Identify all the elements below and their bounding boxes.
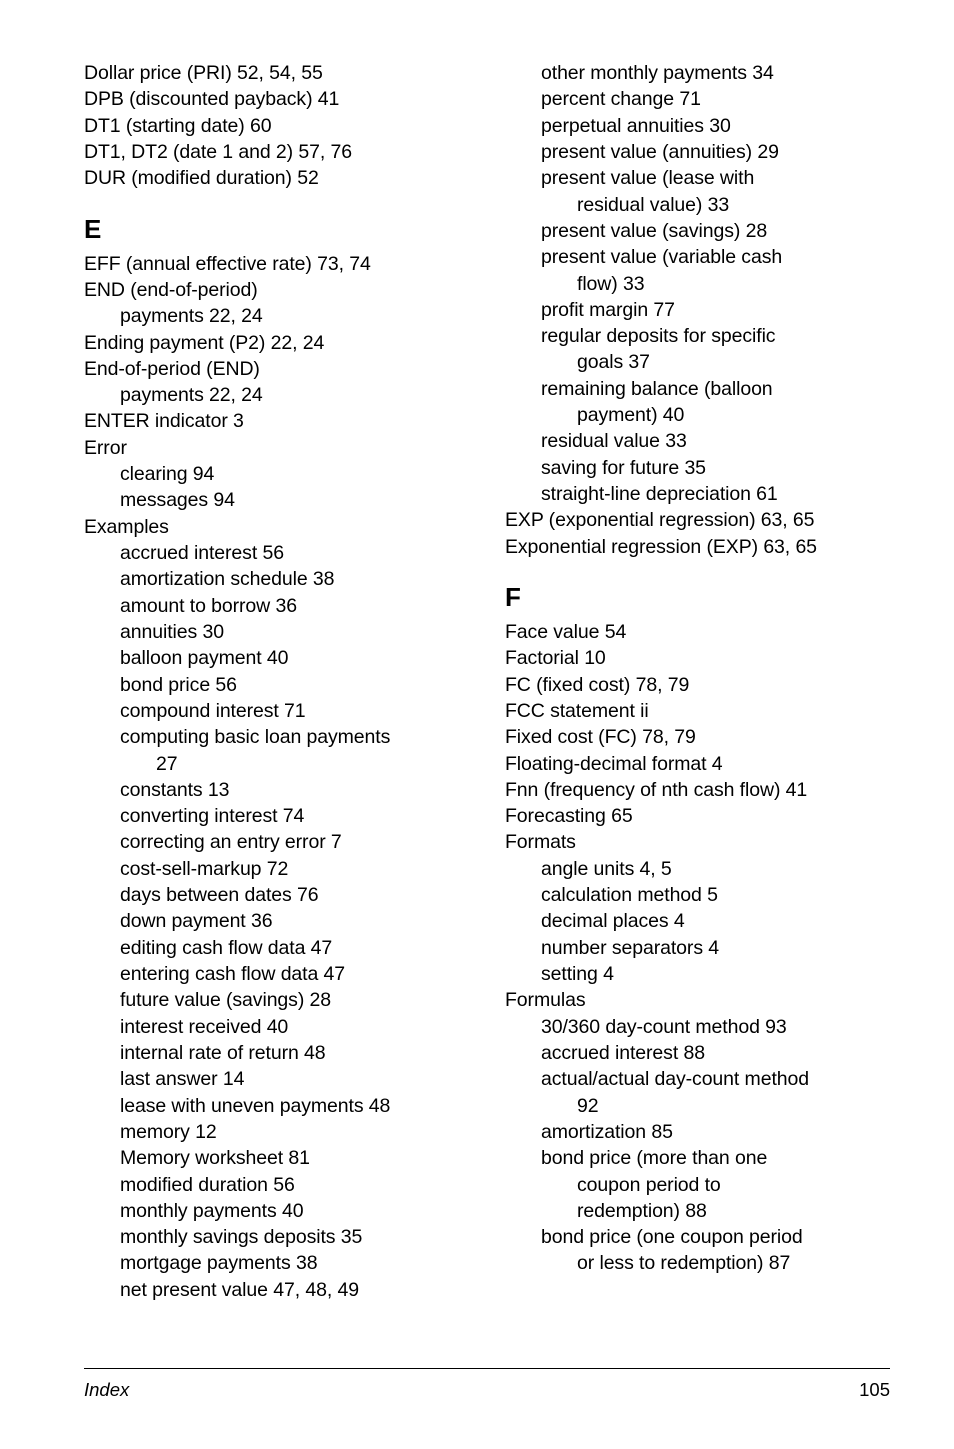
index-entry: annuities 30 [84,619,469,645]
index-entry: editing cash flow data 47 [84,935,469,961]
index-entry: compound interest 71 [84,698,469,724]
index-entry: End-of-period (END) [84,356,469,382]
index-entry: perpetual annuities 30 [505,113,890,139]
index-entry: payments 22, 24 [84,303,469,329]
index-entry: bond price (one coupon period [505,1224,890,1250]
footer-page-number: 105 [859,1379,890,1401]
index-entry: Factorial 10 [505,645,890,671]
index-entry: angle units 4, 5 [505,856,890,882]
footer-section-title: Index [84,1379,129,1401]
index-entry: present value (annuities) 29 [505,139,890,165]
index-entry: 92 [505,1093,890,1119]
index-entry: actual/actual day-count method [505,1066,890,1092]
index-entry: remaining balance (balloon [505,376,890,402]
index-entry: Formulas [505,987,890,1013]
index-entry: DT1, DT2 (date 1 and 2) 57, 76 [84,139,469,165]
index-entry: calculation method 5 [505,882,890,908]
index-entry: DPB (discounted payback) 41 [84,86,469,112]
index-entry: goals 37 [505,349,890,375]
index-entry: correcting an entry error 7 [84,829,469,855]
index-entry: net present value 47, 48, 49 [84,1277,469,1303]
index-entry: present value (lease with [505,165,890,191]
index-entry: days between dates 76 [84,882,469,908]
index-entry: cost-sell-markup 72 [84,856,469,882]
index-entry: lease with uneven payments 48 [84,1093,469,1119]
index-entry: present value (variable cash [505,244,890,270]
index-entry: monthly payments 40 [84,1198,469,1224]
index-entry: ENTER indicator 3 [84,408,469,434]
index-entry: or less to redemption) 87 [505,1250,890,1276]
index-section-heading: E [84,214,469,245]
index-columns: Dollar price (PRI) 52, 54, 55DPB (discou… [84,60,890,1303]
index-entry: payments 22, 24 [84,382,469,408]
index-entry: number separators 4 [505,935,890,961]
index-entry: EXP (exponential regression) 63, 65 [505,507,890,533]
index-entry: messages 94 [84,487,469,513]
index-entry: amortization schedule 38 [84,566,469,592]
index-entry: DT1 (starting date) 60 [84,113,469,139]
index-entry: Ending payment (P2) 22, 24 [84,330,469,356]
index-entry: present value (savings) 28 [505,218,890,244]
index-entry: Fixed cost (FC) 78, 79 [505,724,890,750]
index-entry: memory 12 [84,1119,469,1145]
index-entry: accrued interest 88 [505,1040,890,1066]
index-entry: residual value 33 [505,428,890,454]
index-entry: mortgage payments 38 [84,1250,469,1276]
index-entry: Exponential regression (EXP) 63, 65 [505,534,890,560]
index-entry: amount to borrow 36 [84,593,469,619]
index-entry: Error [84,435,469,461]
index-entry: Dollar price (PRI) 52, 54, 55 [84,60,469,86]
index-entry: decimal places 4 [505,908,890,934]
index-entry: Examples [84,514,469,540]
index-entry: balloon payment 40 [84,645,469,671]
index-entry: Forecasting 65 [505,803,890,829]
index-entry: saving for future 35 [505,455,890,481]
index-entry: down payment 36 [84,908,469,934]
index-entry: amortization 85 [505,1119,890,1145]
index-entry: computing basic loan payments [84,724,469,750]
index-entry: other monthly payments 34 [505,60,890,86]
index-entry: 30/360 day-count method 93 [505,1014,890,1040]
index-entry: redemption) 88 [505,1198,890,1224]
index-entry: converting interest 74 [84,803,469,829]
index-entry: EFF (annual effective rate) 73, 74 [84,251,469,277]
index-entry: DUR (modified duration) 52 [84,165,469,191]
index-entry: clearing 94 [84,461,469,487]
index-entry: FC (fixed cost) 78, 79 [505,672,890,698]
index-entry: 27 [84,751,469,777]
index-entry: END (end-of-period) [84,277,469,303]
index-entry: regular deposits for specific [505,323,890,349]
index-entry: residual value) 33 [505,192,890,218]
index-entry: constants 13 [84,777,469,803]
index-entry: percent change 71 [505,86,890,112]
index-entry: interest received 40 [84,1014,469,1040]
index-entry: Fnn (frequency of nth cash flow) 41 [505,777,890,803]
index-page: Dollar price (PRI) 52, 54, 55DPB (discou… [0,0,954,1360]
index-entry: Floating-decimal format 4 [505,751,890,777]
index-entry: internal rate of return 48 [84,1040,469,1066]
index-entry: bond price 56 [84,672,469,698]
index-entry: Face value 54 [505,619,890,645]
index-entry: bond price (more than one [505,1145,890,1171]
index-entry: entering cash flow data 47 [84,961,469,987]
index-section-heading: F [505,582,890,613]
page-footer: Index 105 [84,1368,890,1401]
index-entry: coupon period to [505,1172,890,1198]
index-entry: monthly savings deposits 35 [84,1224,469,1250]
index-right-column: other monthly payments 34percent change … [505,60,890,1303]
index-entry: setting 4 [505,961,890,987]
index-entry: FCC statement ii [505,698,890,724]
index-entry: accrued interest 56 [84,540,469,566]
index-left-column: Dollar price (PRI) 52, 54, 55DPB (discou… [84,60,469,1303]
index-entry: modified duration 56 [84,1172,469,1198]
index-entry: Memory worksheet 81 [84,1145,469,1171]
index-entry: last answer 14 [84,1066,469,1092]
index-entry: straight-line depreciation 61 [505,481,890,507]
index-entry: payment) 40 [505,402,890,428]
index-entry: flow) 33 [505,271,890,297]
index-entry: profit margin 77 [505,297,890,323]
index-entry: Formats [505,829,890,855]
index-entry: future value (savings) 28 [84,987,469,1013]
